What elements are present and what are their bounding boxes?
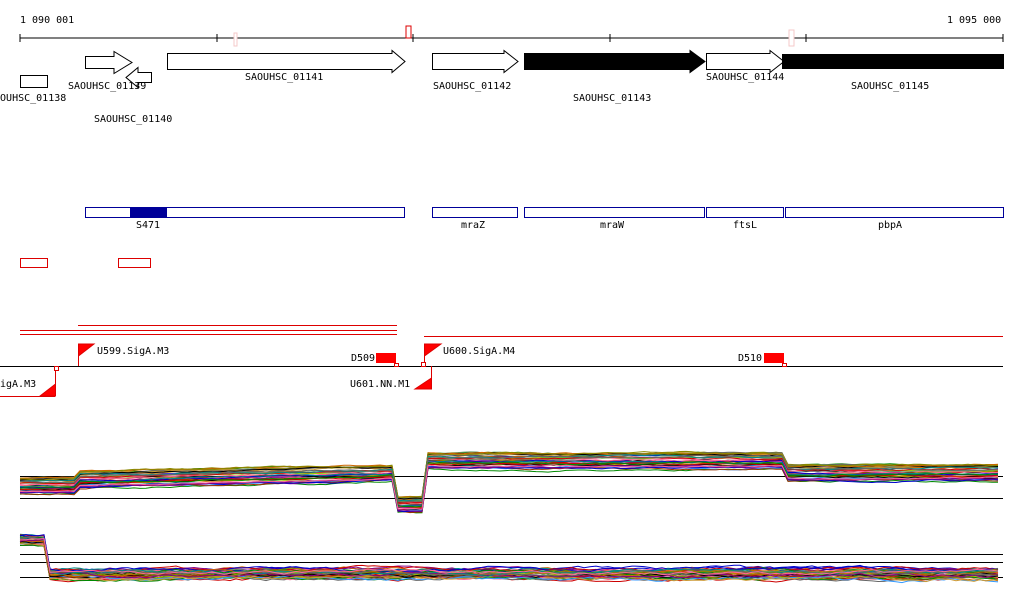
expression-profile-line: [19, 538, 999, 579]
expression-profile-line: [19, 467, 998, 514]
gene-label: SAOUHSC_01142: [433, 81, 511, 92]
regulatory-label: U599.SigA.M3: [97, 346, 169, 357]
expression-profile-line: [19, 464, 999, 510]
regulatory-label: D509: [351, 353, 375, 364]
gene-feature[interactable]: [782, 54, 1004, 69]
name-box[interactable]: [706, 207, 784, 218]
promoter-flag[interactable]: [424, 343, 443, 366]
expression-profile-line: [20, 537, 999, 576]
gene-track: [20, 49, 1004, 89]
name-box[interactable]: [432, 207, 518, 218]
regulatory-label: D510: [738, 353, 762, 364]
terminator[interactable]: [376, 353, 396, 363]
gene-name-label: pbpA: [878, 220, 902, 231]
terminator-tick: [782, 363, 787, 367]
expression-profile-line: [19, 534, 999, 573]
expression-profile-line: [19, 534, 999, 573]
expression-profile-line: [20, 466, 999, 513]
name-box[interactable]: [785, 207, 1004, 218]
regulatory-label: U600.SigA.M4: [443, 346, 515, 357]
gene-name-label: mraW: [600, 220, 625, 231]
ruler-marker: [233, 32, 238, 47]
promoter-flag[interactable]: [78, 343, 96, 366]
gene-feature[interactable]: [524, 49, 706, 74]
gene-label: SAOUHSC_01141: [245, 72, 323, 83]
gene-label: SAOUHSC_01145: [851, 81, 929, 92]
promoter-flag-reverse[interactable]: [413, 366, 432, 390]
expression-track-lower: [19, 533, 1003, 584]
gene-name-labels: S471 mraZ mraW ftsL pbpA: [136, 220, 902, 231]
gene-feature[interactable]: [706, 49, 785, 74]
expression-profile-line: [19, 451, 999, 499]
terminator[interactable]: [764, 353, 784, 363]
expression-profile-line: [19, 456, 999, 504]
red-feature[interactable]: [20, 258, 48, 268]
terminator-tick: [394, 363, 399, 367]
ruler-marker: [405, 25, 412, 39]
gene-name-label: S471: [136, 220, 160, 231]
marker: [421, 362, 426, 367]
gene-name-track: [85, 207, 1004, 218]
coordinate-ruler: 1 090 001 1 095 000: [19, 15, 1004, 47]
gene-feature[interactable]: [167, 49, 406, 74]
name-box[interactable]: [85, 207, 405, 218]
regulatory-label: igA.M3: [0, 379, 36, 390]
ruler-end-label: 1 095 000: [947, 15, 1001, 26]
regulatory-track: [0, 325, 1003, 397]
promoter-flag-reverse[interactable]: [38, 366, 56, 397]
expression-profile-line: [19, 460, 999, 507]
red-feature-track: [20, 258, 151, 268]
gene-feature[interactable]: [85, 50, 133, 75]
gene-label: SAOUHSC_01139: [68, 81, 146, 92]
gene-feature[interactable]: [20, 75, 48, 88]
gene-label: SAOUHSC_01138: [0, 93, 66, 104]
gene-labels: SAOUHSC_01138 SAOUHSC_01139 SAOUHSC_0114…: [0, 72, 929, 125]
gene-feature[interactable]: [125, 66, 152, 89]
regulatory-labels: igA.M3 U599.SigA.M3 D509 U601.NN.M1 U600…: [0, 346, 762, 390]
gene-label: SAOUHSC_01140: [94, 114, 172, 125]
red-feature[interactable]: [118, 258, 151, 268]
marker: [54, 366, 59, 371]
gene-feature[interactable]: [432, 49, 519, 74]
expression-profile-line: [19, 459, 999, 507]
regulatory-label: U601.NN.M1: [350, 379, 410, 390]
expression-profile-line: [19, 461, 999, 508]
gene-name-label: ftsL: [733, 220, 757, 231]
expression-profile-line: [19, 536, 999, 577]
gene-label: SAOUHSC_01143: [573, 93, 651, 104]
expression-track-upper: [19, 450, 1003, 514]
gene-name-label: mraZ: [461, 220, 485, 231]
gene-label: SAOUHSC_01144: [706, 72, 784, 83]
expression-profile-line: [19, 454, 999, 503]
ruler-start-label: 1 090 001: [20, 15, 74, 26]
ruler-marker: [788, 29, 795, 47]
name-box[interactable]: [524, 207, 705, 218]
name-box-highlight[interactable]: [130, 208, 167, 217]
